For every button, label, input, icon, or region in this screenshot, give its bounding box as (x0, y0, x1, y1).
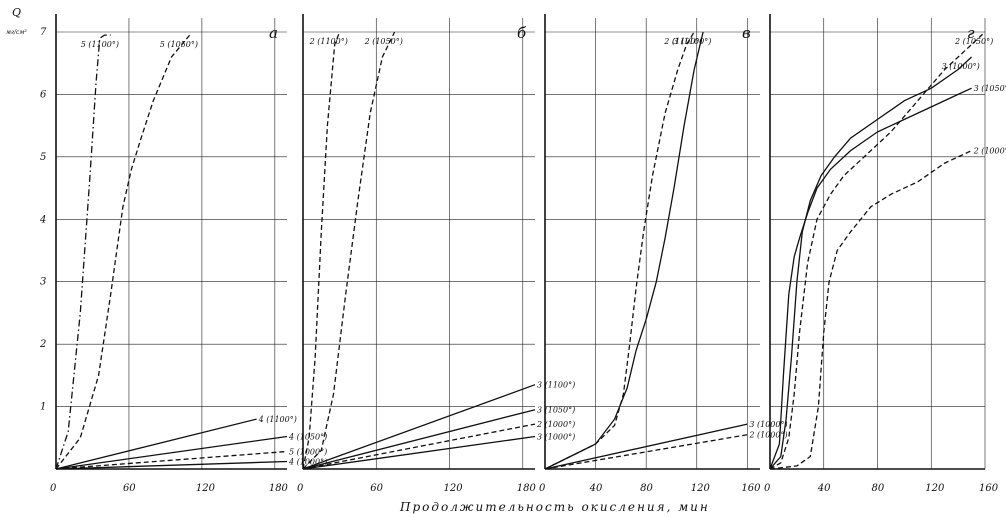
x-tick-label: 0 (764, 483, 771, 494)
series-label: 3 (1100°) (673, 37, 711, 46)
series-line (302, 31, 341, 470)
panel-letter: а (269, 24, 278, 42)
series-line (55, 34, 111, 470)
series-label: 4 (1000°) (288, 458, 327, 467)
axes (55, 14, 985, 470)
labels: 1 2 3 4 5 6 7 0 60 120 180 а 5 (1100°) 5 (1050°) 4 (11… (39, 24, 1006, 494)
series-label: 3 (1000°) (749, 420, 787, 429)
series-label: 2 (1000°) (973, 147, 1006, 156)
y-tick-label: 6 (40, 89, 47, 100)
y-tick-label: 4 (39, 214, 46, 225)
y-axis-label: Q (12, 6, 21, 19)
y-tick-label: 1 (40, 402, 46, 413)
series-label: 2 (1100°) (663, 37, 702, 46)
series-line (769, 31, 986, 470)
panel-letter: г (967, 24, 975, 42)
series-label: 2 (1050°) (364, 37, 403, 46)
x-tick-label: 120 (925, 483, 945, 494)
series-line (302, 384, 536, 470)
y-axis-unit: мг/см² (6, 29, 27, 36)
series-line (55, 450, 288, 470)
x-tick-label: 60 (370, 483, 383, 494)
series-label: 5 (1050°) (160, 40, 198, 49)
series-label: 2 (1000°) (536, 420, 575, 429)
series-line (302, 409, 536, 470)
x-tick-label: 80 (640, 483, 653, 494)
series-label: 3 (1100°) (537, 381, 575, 390)
x-tick-label: 80 (872, 483, 885, 494)
series-line (544, 31, 704, 470)
series-line (55, 435, 288, 470)
series-label: 4 (1050°) (288, 433, 327, 442)
x-tick-label: 60 (123, 483, 136, 494)
grid (56, 18, 986, 469)
y-tick-label: 3 (40, 277, 46, 288)
series-label: 3 (1000°) (942, 62, 980, 71)
series-line (769, 87, 972, 470)
x-tick-label: 120 (444, 483, 464, 494)
series-line (769, 150, 972, 470)
series-label: 2 (1000°) (748, 431, 787, 440)
x-tick-label: 40 (817, 483, 831, 494)
series-label: 2 (1100°) (309, 37, 348, 46)
series-line (544, 423, 748, 470)
series-label: 3 (1050°) (974, 84, 1006, 93)
series-line (55, 34, 191, 470)
series-line (302, 423, 536, 470)
series-line (55, 460, 288, 470)
series-line (544, 434, 748, 470)
series-label: 5 (1000°) (289, 448, 327, 457)
y-tick-label: 2 (39, 339, 46, 350)
x-tick-label: 160 (741, 483, 761, 494)
series-line (769, 56, 973, 470)
series-line (544, 31, 695, 470)
panel-letter: в (742, 24, 751, 42)
x-axis-label: Продолжительность окисления, мин (399, 500, 710, 514)
x-tick-label: 0 (297, 483, 304, 494)
series-line (55, 418, 257, 470)
x-tick-label: 180 (269, 483, 289, 494)
series-line (302, 435, 536, 470)
series-label: 3 (1050°) (537, 406, 575, 415)
series-label: 2 (1050°) (954, 37, 993, 46)
x-tick-label: 40 (589, 483, 603, 494)
series-label: 3 (1000°) (537, 433, 575, 442)
x-tick-label: 160 (979, 483, 999, 494)
panel-letter: б (517, 24, 527, 42)
series-line (302, 31, 396, 470)
y-tick-label: 7 (40, 27, 47, 38)
x-tick-label: 120 (691, 483, 711, 494)
y-tick-label: 5 (40, 152, 46, 163)
series-label: 4 (1100°) (258, 415, 297, 424)
series (55, 31, 986, 470)
x-tick-label: 120 (196, 483, 216, 494)
x-tick-label: 0 (539, 483, 546, 494)
x-tick-label: 180 (517, 483, 537, 494)
series-label: 5 (1100°) (81, 40, 119, 49)
x-tick-label: 0 (50, 483, 57, 494)
